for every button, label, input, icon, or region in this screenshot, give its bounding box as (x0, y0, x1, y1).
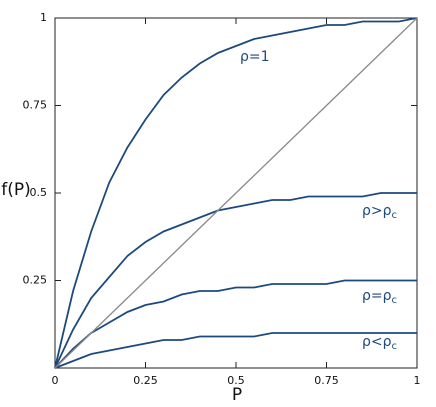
series-label-sub: c (392, 295, 398, 306)
series-label: ρ=ρc (362, 288, 397, 306)
y-tick-label: 0.5 (30, 186, 48, 199)
x-tick-label: 1 (414, 374, 421, 387)
x-axis-label: P (232, 385, 242, 405)
series-line (54, 192, 417, 369)
series-label-sub: c (392, 210, 398, 221)
x-tick-label: 0.25 (133, 374, 158, 387)
x-tick-label: 0.75 (314, 374, 339, 387)
series-label-main: ρ=1 (240, 49, 270, 65)
series-label: ρ=1 (240, 49, 270, 65)
y-axis-label: f(P) (1, 180, 31, 200)
series-line (54, 17, 418, 369)
series-label: ρ<ρc (362, 334, 397, 352)
series-label: ρ>ρc (362, 203, 397, 221)
series-label-main: ρ>ρ (362, 203, 392, 219)
series-line (54, 279, 417, 369)
y-tick-label: 1 (40, 11, 47, 24)
series-label-main: ρ<ρ (362, 334, 392, 350)
x-tick-label: 0 (52, 374, 59, 387)
y-tick-label: 0.75 (23, 99, 48, 112)
series-label-sub: c (392, 341, 398, 352)
series-label-main: ρ=ρ (362, 288, 392, 304)
x-tick-label: 0.5 (227, 374, 245, 387)
series-line (54, 17, 418, 369)
y-tick-label: 0.25 (23, 274, 48, 287)
series-line (54, 332, 417, 369)
